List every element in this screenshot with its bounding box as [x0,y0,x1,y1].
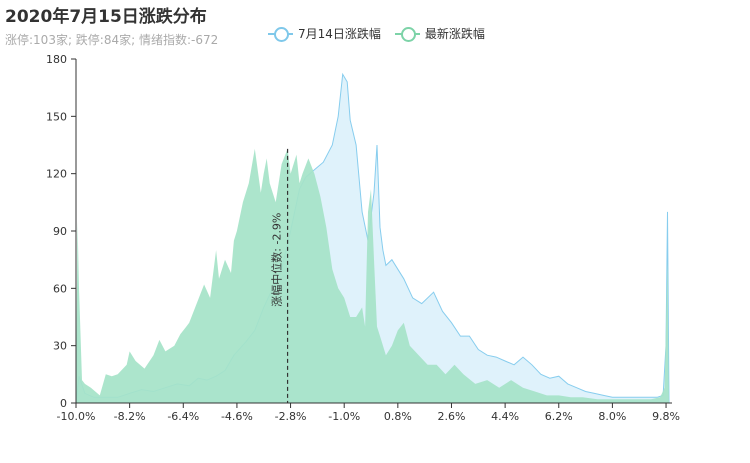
legend-label: 7月14日涨跌幅 [298,27,381,41]
legend-item-prev-day[interactable]: 7月14日涨跌幅 [268,25,381,42]
y-tick-label: 90 [53,225,67,238]
legend-marker-icon [394,26,420,42]
x-tick-label: 4.4% [491,410,519,423]
y-tick-label: 60 [53,282,67,295]
y-tick-label: 120 [46,168,67,181]
x-tick-label: 0.8% [384,410,412,423]
x-tick-label: -1.0% [328,410,360,423]
legend-marker-icon [268,26,293,42]
chart-title: 2020年7月15日涨跌分布 [5,7,207,27]
legend: 7月14日涨跌幅 最新涨跌幅 [268,25,485,42]
y-tick-label: 180 [46,53,67,66]
x-tick-label: 9.8% [652,410,680,423]
x-tick-label: 8.0% [598,410,626,423]
y-tick-label: 30 [53,340,67,353]
x-tick-label: -6.4% [167,410,199,423]
median-label: 涨幅中位数: -2.9% [270,213,284,307]
x-tick-label: -10.0% [57,410,96,423]
legend-item-latest[interactable]: 最新涨跌幅 [394,25,485,42]
y-tick-label: 0 [60,397,67,410]
chart-subtitle: 涨停:103家; 跌停:84家; 情绪指数:-672 [5,33,219,47]
legend-label: 最新涨跌幅 [424,27,485,41]
x-tick-label: -4.6% [221,410,253,423]
series-area-latest [76,148,669,403]
x-tick-label: 6.2% [545,410,573,423]
y-tick-label: 150 [46,110,67,123]
x-tick-label: -2.8% [275,410,307,423]
x-tick-label: 2.6% [438,410,466,423]
x-tick-label: -8.2% [114,410,146,423]
